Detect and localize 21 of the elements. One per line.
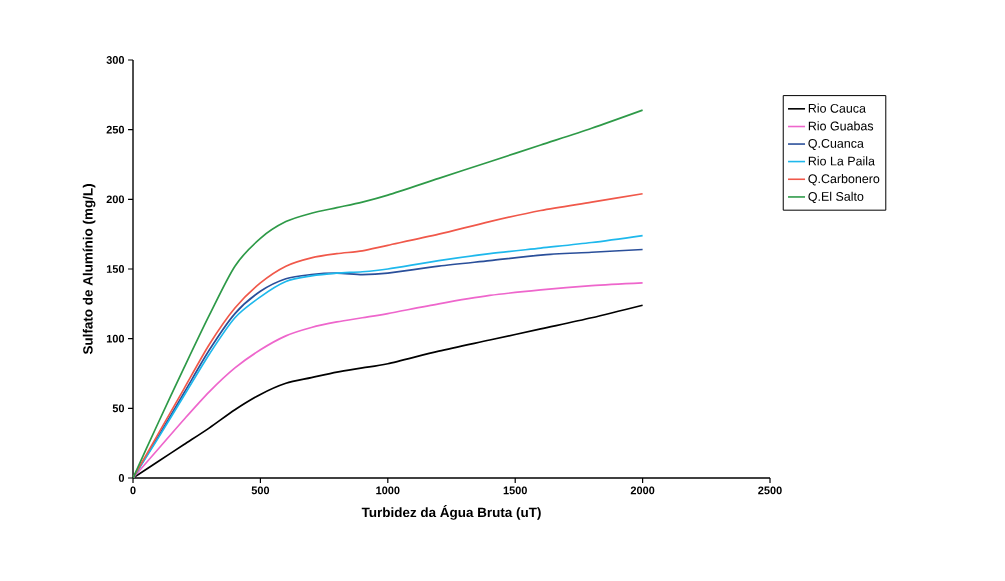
- y-tick-label: 0: [118, 474, 125, 482]
- y-tick-label: 50: [112, 404, 125, 413]
- x-tick-label: 1500: [503, 486, 527, 495]
- y-tick-label: 200: [106, 195, 125, 204]
- legend-label: Q.Carbonero: [808, 174, 880, 186]
- legend-label: Rio Cauca: [808, 103, 866, 113]
- x-tick-label: 500: [251, 486, 270, 495]
- y-axis-title: Sulfato de Alumínio (mg/L): [82, 184, 96, 355]
- x-axis-title: Turbidez da Água Bruta (uT): [361, 505, 541, 520]
- legend-label: Q.Cuanca: [808, 138, 864, 151]
- x-tick-label: 0: [130, 486, 136, 495]
- legend-label: Q.El Salto: [808, 191, 864, 204]
- legend-label: Rio La Paila: [808, 156, 875, 166]
- x-tick-label: 1000: [376, 486, 400, 495]
- y-tick-label: 150: [106, 265, 125, 273]
- y-tick-label: 300: [106, 56, 125, 64]
- x-tick-label: 2000: [630, 486, 655, 495]
- legend-label: Rio Guabas: [808, 121, 874, 131]
- y-tick-label: 100: [106, 334, 125, 343]
- x-tick-label: 2500: [758, 486, 782, 495]
- y-tick-label: 250: [106, 125, 125, 134]
